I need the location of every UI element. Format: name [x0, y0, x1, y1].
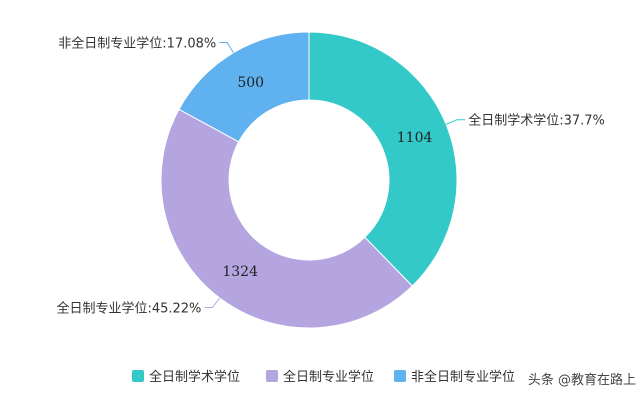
donut-slice-3	[178, 31, 310, 143]
legend-label-3[interactable]: 非全日制专业学位	[411, 369, 515, 385]
leader-line-3	[219, 41, 234, 54]
slice-value-label-1: 1104	[397, 130, 433, 146]
donut-slice-2	[160, 108, 414, 329]
legend-swatch-2[interactable]	[266, 370, 278, 382]
legend-label-2[interactable]: 全日制专业学位	[283, 369, 374, 385]
watermark-text: 头条 @教育在路上	[528, 372, 636, 388]
outer-percent-label-1: 全日制学术学位:37.7%	[468, 113, 605, 129]
slice-value-labels: 1104 1324 500	[222, 75, 432, 280]
outer-percent-label-2: 全日制专业学位:45.22%	[56, 301, 201, 317]
slice-value-label-2: 1324	[222, 264, 258, 280]
outer-percent-labels: 全日制学术学位:37.7% 全日制专业学位:45.22% 非全日制专业学位:17.0…	[56, 35, 604, 316]
legend-swatch-1[interactable]	[132, 370, 144, 382]
chart-legend: 全日制学术学位 全日制专业学位 非全日制专业学位	[132, 369, 515, 385]
outer-percent-label-3: 非全日制专业学位:17.08%	[58, 35, 216, 51]
leader-line-1	[445, 119, 466, 125]
slice-value-label-3: 500	[237, 75, 264, 91]
leader-line-2	[204, 297, 221, 309]
legend-swatch-3[interactable]	[394, 370, 406, 382]
donut-slices	[160, 31, 458, 329]
donut-slice-1	[308, 31, 458, 287]
legend-label-1[interactable]: 全日制学术学位	[149, 369, 240, 385]
